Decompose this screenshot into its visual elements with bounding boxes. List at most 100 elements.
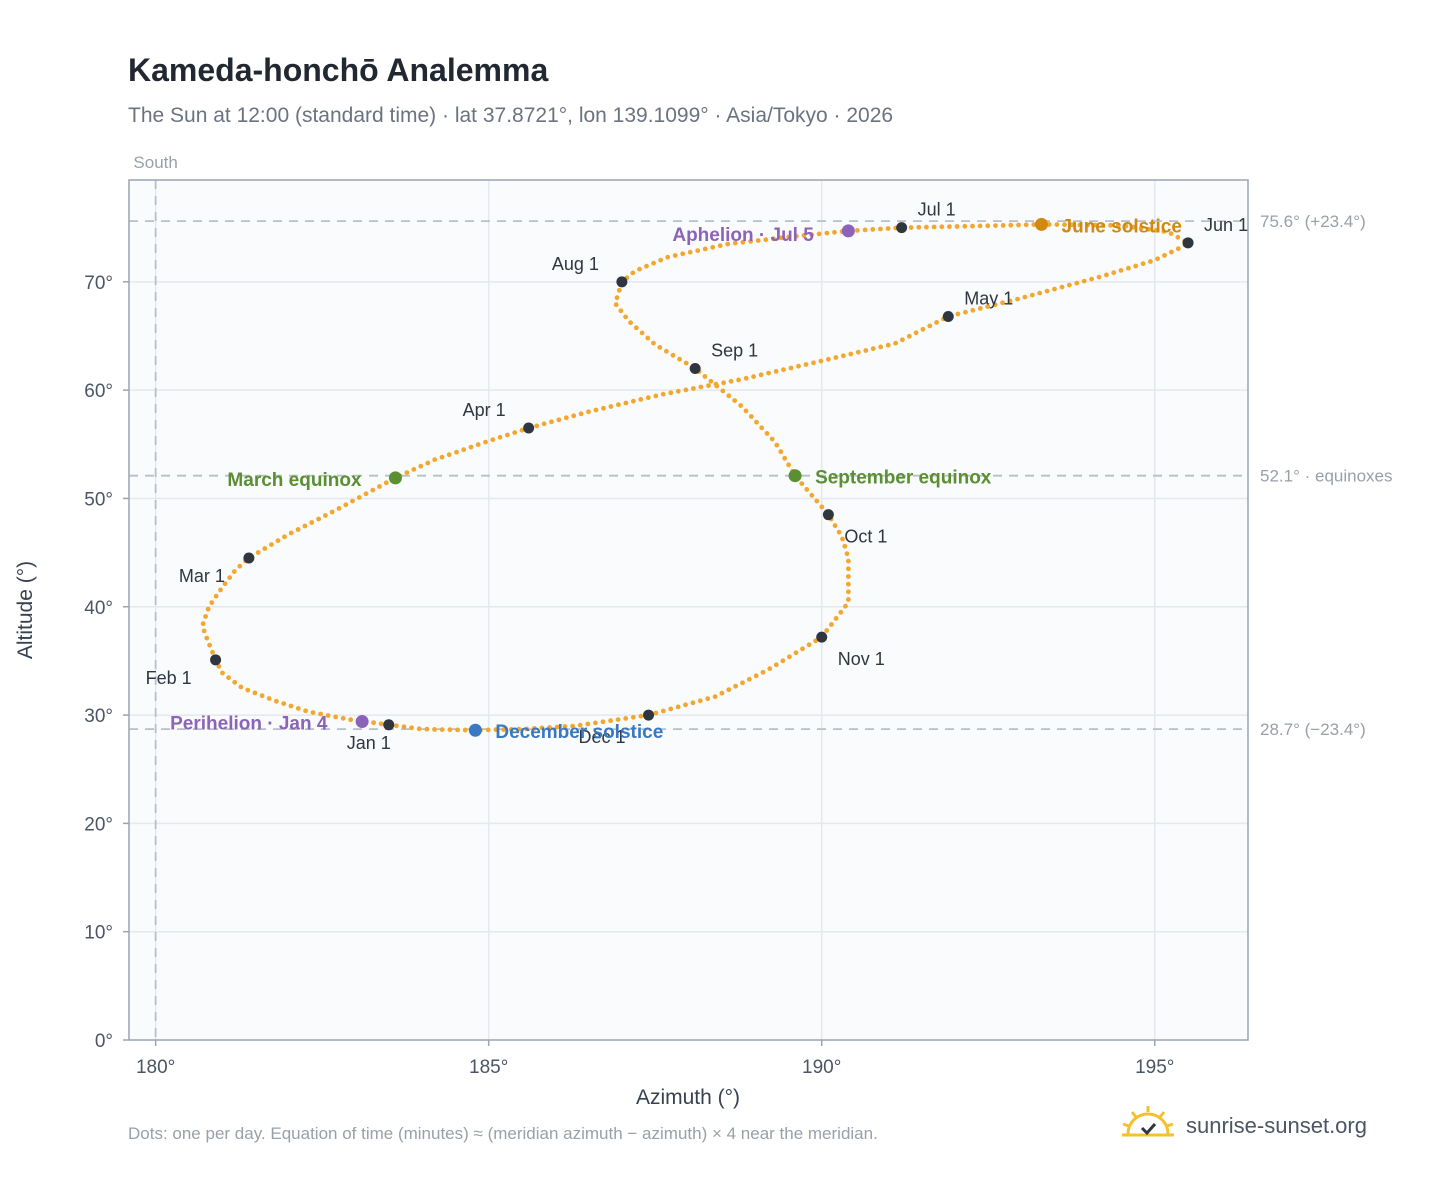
daily-dot — [614, 295, 620, 301]
daily-dot — [1037, 290, 1043, 296]
brand-name: sunrise-sunset.org — [1186, 1113, 1367, 1138]
daily-dot — [832, 523, 838, 528]
daily-dot — [878, 344, 884, 350]
daily-dot — [913, 330, 919, 336]
reference-line-label: 28.7° (−23.4°) — [1260, 720, 1366, 739]
daily-dot — [1000, 300, 1005, 306]
daily-dot — [836, 529, 842, 535]
month-marker — [822, 509, 834, 521]
daily-dot — [719, 690, 725, 696]
daily-dot — [563, 415, 569, 421]
month-label: Dec 1 — [579, 727, 626, 747]
daily-dot — [205, 606, 211, 612]
daily-dot — [618, 308, 624, 314]
daily-dot — [1023, 222, 1029, 228]
daily-dot — [788, 365, 794, 371]
daily-dot — [213, 593, 219, 599]
daily-dot — [924, 224, 929, 230]
daily-dot — [908, 225, 914, 230]
daily-dot — [733, 683, 738, 689]
daily-dot — [630, 714, 636, 720]
daily-dot — [764, 431, 770, 436]
daily-dot — [774, 442, 780, 448]
daily-dot — [665, 254, 671, 260]
daily-dot — [754, 419, 759, 425]
daily-dot — [814, 498, 820, 504]
daily-dot — [985, 304, 991, 309]
daily-dot — [1000, 223, 1006, 228]
daily-dot — [863, 348, 869, 353]
daily-dot — [1146, 226, 1152, 232]
daily-dot — [670, 352, 676, 358]
daily-dot — [848, 351, 854, 357]
daily-dot — [773, 662, 779, 668]
daily-dot — [1175, 234, 1181, 240]
daily-dot — [787, 654, 792, 660]
daily-dot — [505, 432, 510, 438]
daily-dot — [677, 356, 682, 362]
daily-dot — [885, 342, 891, 348]
plot-frame — [128, 179, 1249, 1041]
daily-dot — [985, 223, 991, 229]
daily-dot — [1162, 253, 1167, 258]
daily-dot — [216, 663, 222, 669]
daily-dot — [939, 224, 945, 230]
daily-dot — [577, 722, 583, 728]
daily-dot — [653, 710, 659, 716]
daily-dot — [295, 527, 301, 532]
y-tick-label: 70° — [84, 273, 113, 294]
daily-dot — [760, 669, 766, 675]
daily-dot — [220, 670, 225, 676]
event-markers: March equinox September equinox June solst… — [170, 216, 1182, 743]
daily-dot — [1096, 274, 1102, 280]
daily-dot — [1133, 263, 1139, 269]
y-axis-label: Altitude (°) — [14, 561, 37, 659]
event-marker — [468, 723, 482, 737]
daily-dot — [209, 600, 215, 605]
daily-dot — [377, 484, 382, 489]
daily-dot — [970, 223, 975, 229]
daily-dot — [1054, 222, 1060, 228]
daily-dot — [771, 236, 776, 242]
daily-dot — [691, 386, 696, 391]
sun-logo-icon — [1120, 1104, 1176, 1149]
daily-dot — [501, 727, 506, 732]
daily-dot — [616, 287, 622, 293]
chart-subtitle: The Sun at 12:00 (standard time) · lat 3… — [128, 104, 894, 127]
daily-dot — [490, 437, 496, 443]
month-label: Jun 1 — [1204, 215, 1248, 235]
daily-dot — [1092, 222, 1098, 228]
daily-dot — [639, 330, 645, 336]
daily-dot — [554, 724, 560, 730]
daily-dot — [1044, 288, 1050, 294]
month-label: Sep 1 — [711, 340, 758, 360]
daily-dot — [900, 337, 905, 343]
daily-dot — [329, 509, 335, 515]
event-marker — [388, 471, 402, 485]
daily-dot — [601, 405, 606, 411]
daily-dot — [862, 227, 868, 233]
daily-dot — [1085, 222, 1090, 228]
daily-dot — [439, 727, 445, 732]
daily-dot — [645, 395, 651, 401]
daily-dot — [833, 355, 839, 360]
daily-dot — [454, 449, 459, 455]
daily-dot — [418, 463, 424, 469]
month-marker — [523, 422, 535, 434]
daily-dot — [549, 419, 554, 425]
daily-dot — [977, 223, 983, 229]
daily-dot — [255, 550, 261, 555]
daily-dot — [1140, 261, 1146, 267]
daily-dot — [623, 716, 629, 721]
daily-dot — [541, 421, 547, 427]
daily-dot — [512, 430, 518, 435]
daily-dot — [893, 340, 898, 346]
daily-dot — [310, 710, 316, 715]
analemma-chart: South 75.6° (+23.4°) 52.1° · equinoxes 28.7… — [14, 153, 1393, 1109]
daily-dot — [751, 374, 756, 379]
daily-dot — [281, 701, 287, 706]
daily-dot — [562, 724, 568, 729]
brand[interactable]: sunrise-sunset.org — [1120, 1104, 1367, 1148]
daily-dot — [336, 506, 342, 511]
daily-dot — [633, 325, 639, 331]
